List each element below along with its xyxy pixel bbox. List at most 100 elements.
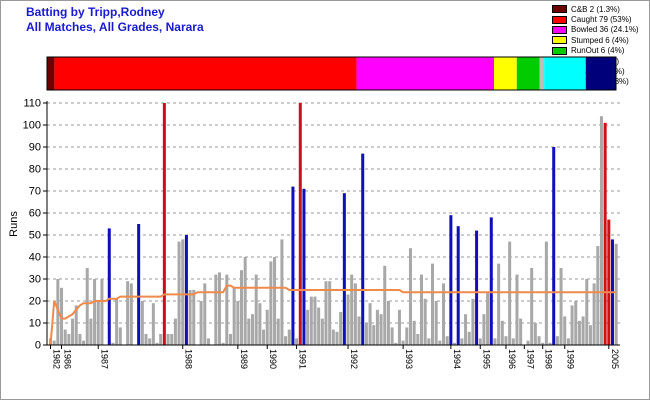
x-tick-label: 1992 bbox=[349, 349, 359, 369]
innings-bar bbox=[317, 307, 321, 345]
y-tick-label: 0 bbox=[35, 340, 41, 352]
innings-bar bbox=[225, 274, 229, 345]
innings-bar bbox=[581, 316, 585, 345]
innings-bar bbox=[302, 188, 306, 345]
innings-bar bbox=[427, 338, 431, 345]
innings-bar bbox=[63, 329, 67, 345]
x-tick-label: 1993 bbox=[404, 349, 414, 369]
legend-swatch bbox=[552, 15, 567, 24]
dismissal-segment-stumped bbox=[493, 57, 517, 90]
innings-bar bbox=[144, 334, 148, 345]
innings-bar bbox=[570, 305, 574, 345]
innings-bar bbox=[243, 257, 247, 345]
innings-bar bbox=[137, 224, 141, 345]
innings-bar bbox=[379, 314, 383, 345]
innings-bar bbox=[390, 327, 394, 345]
y-tick-label: 60 bbox=[29, 208, 41, 220]
innings-bar bbox=[291, 186, 295, 345]
innings-bar bbox=[129, 283, 133, 345]
innings-bar bbox=[401, 340, 405, 345]
y-tick-label: 40 bbox=[29, 252, 41, 264]
innings-bar bbox=[107, 228, 111, 345]
innings-bar bbox=[280, 239, 284, 345]
innings-bar bbox=[416, 334, 420, 345]
innings-bar bbox=[170, 334, 174, 345]
innings-bar bbox=[475, 230, 479, 345]
innings-bar bbox=[460, 338, 464, 345]
dismissal-bar-border bbox=[46, 56, 617, 91]
dismissal-segment-notout bbox=[585, 57, 616, 90]
innings-bar bbox=[284, 336, 288, 345]
legend-label: C&B 2 (1.3%) bbox=[571, 4, 620, 14]
innings-bar bbox=[350, 274, 354, 345]
innings-bar bbox=[471, 298, 475, 345]
x-tick-label: 1989 bbox=[239, 349, 249, 369]
legend-label: Stumped 6 (4%) bbox=[571, 35, 629, 45]
dismissal-segment-lbw bbox=[544, 57, 586, 90]
innings-bar bbox=[85, 268, 89, 345]
innings-bar bbox=[287, 329, 291, 345]
legend-item: C&B 2 (1.3%) bbox=[552, 4, 639, 14]
innings-bar bbox=[511, 338, 515, 345]
y-tick-label: 90 bbox=[29, 142, 41, 154]
innings-bar bbox=[504, 336, 508, 345]
dismissal-segment-cb bbox=[47, 57, 55, 90]
innings-bar bbox=[232, 287, 236, 345]
y-axis-title: Runs bbox=[8, 211, 20, 237]
innings-bar bbox=[397, 309, 401, 345]
innings-bar bbox=[148, 338, 152, 345]
x-tick-label: 1988 bbox=[184, 349, 194, 369]
innings-bar bbox=[228, 334, 232, 345]
x-tick-label: 1987 bbox=[99, 349, 109, 369]
innings-bar bbox=[328, 281, 332, 345]
innings-bar bbox=[493, 338, 497, 345]
innings-bar bbox=[438, 340, 442, 345]
innings-bar bbox=[394, 342, 398, 345]
innings-bar bbox=[412, 320, 416, 345]
innings-bar bbox=[335, 331, 339, 345]
legend-label: RunOut 6 (4%) bbox=[571, 46, 625, 56]
innings-bar bbox=[331, 329, 335, 345]
innings-bar bbox=[497, 263, 501, 345]
innings-bar bbox=[93, 279, 97, 345]
innings-bar bbox=[408, 248, 412, 345]
innings-bar bbox=[526, 340, 530, 345]
innings-bar bbox=[386, 301, 390, 345]
innings-bar bbox=[486, 292, 490, 345]
innings-bar bbox=[489, 217, 493, 345]
innings-bar bbox=[364, 323, 368, 345]
innings-bar bbox=[482, 314, 486, 345]
y-tick-label: 100 bbox=[23, 120, 41, 132]
y-tick-label: 70 bbox=[29, 186, 41, 198]
x-tick-label: 1986 bbox=[63, 349, 73, 369]
x-tick-label: 1996 bbox=[507, 349, 517, 369]
innings-bar bbox=[467, 331, 471, 345]
innings-bar bbox=[269, 261, 273, 345]
innings-bar bbox=[320, 318, 324, 345]
innings-bar bbox=[71, 318, 75, 345]
x-tick-label: 2005 bbox=[610, 349, 620, 369]
innings-bar bbox=[405, 327, 409, 345]
innings-bar bbox=[574, 301, 578, 345]
innings-bar bbox=[151, 303, 155, 345]
y-tick-label: 110 bbox=[23, 98, 41, 110]
innings-bar bbox=[453, 342, 457, 345]
innings-bar bbox=[464, 314, 468, 345]
innings-bar bbox=[508, 241, 512, 345]
legend-swatch bbox=[552, 46, 567, 55]
innings-bar bbox=[500, 320, 504, 345]
x-tick-label: 1997 bbox=[525, 349, 535, 369]
innings-bar bbox=[361, 153, 365, 345]
chart-title-line1: Batting by Tripp,Rodney bbox=[26, 5, 165, 19]
innings-bar bbox=[262, 329, 266, 345]
innings-bar bbox=[515, 274, 519, 345]
innings-bar bbox=[559, 268, 563, 345]
innings-bar bbox=[342, 193, 346, 345]
innings-bar bbox=[240, 270, 244, 345]
innings-bar bbox=[192, 290, 196, 345]
innings-bar bbox=[592, 283, 596, 345]
innings-bar bbox=[162, 103, 166, 345]
innings-bar bbox=[276, 318, 280, 345]
legend-item: Stumped 6 (4%) bbox=[552, 35, 639, 45]
